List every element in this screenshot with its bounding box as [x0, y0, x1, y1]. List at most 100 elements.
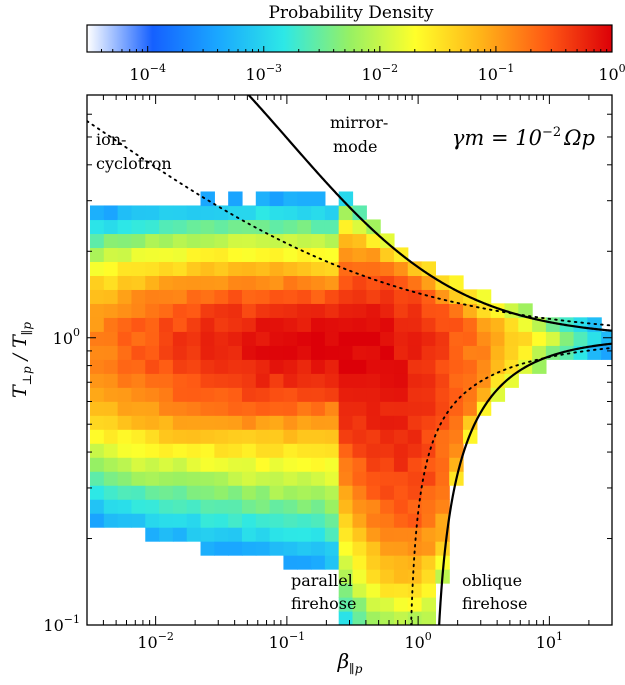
heatmap-cell [421, 331, 436, 346]
heatmap-cell [393, 303, 409, 318]
heatmap-cell [324, 261, 340, 276]
heatmap-cell [269, 205, 285, 221]
heatmap-cell [366, 247, 381, 263]
heatmap-cell [311, 233, 326, 249]
heatmap-cell [90, 317, 105, 332]
heatmap-cell [255, 387, 271, 402]
heatmap-cell [200, 471, 215, 486]
svg-text:oblique: oblique [462, 571, 522, 590]
heatmap-cell [103, 359, 119, 374]
region-label-ion-cyclotron: ion- cyclotron [96, 130, 172, 173]
heatmap-cell [269, 429, 285, 444]
heatmap-cell [145, 317, 160, 332]
heatmap-cell [172, 303, 188, 318]
heatmap-cell [573, 317, 588, 332]
heatmap-cell [214, 513, 229, 528]
heatmap-cell [311, 191, 326, 207]
heatmap-cell [255, 457, 271, 472]
heatmap-cell [228, 219, 243, 235]
heatmap-cell [545, 331, 561, 346]
heatmap-cell [407, 345, 423, 360]
heatmap-cell [103, 387, 119, 402]
heatmap-cell [159, 247, 174, 263]
heatmap-cell [421, 569, 436, 584]
heatmap-cell [241, 415, 257, 430]
heatmap-cell [393, 275, 409, 290]
heatmap-cell [159, 275, 174, 290]
heatmap-cell [131, 289, 146, 304]
heatmap-cell [186, 513, 202, 528]
heatmap-cell [380, 233, 395, 249]
heatmap-cell [490, 345, 506, 360]
heatmap-cell [103, 247, 119, 263]
heatmap-cell [380, 289, 395, 304]
heatmap-cell [131, 331, 146, 346]
heatmap-cell [366, 429, 381, 444]
heatmap-cell [131, 247, 146, 263]
heatmap-cell [366, 373, 381, 388]
heatmap-cell [172, 317, 188, 332]
heatmap-cell [269, 373, 285, 388]
heatmap-cell [241, 289, 257, 304]
heatmap-cell [297, 415, 312, 430]
heatmap-cell [214, 499, 229, 514]
heatmap-cell [324, 527, 340, 542]
heatmap-cell [366, 597, 381, 612]
heatmap-cell [159, 233, 174, 249]
heatmap-cell [421, 359, 436, 374]
heatmap-cell [159, 359, 174, 374]
heatmap-cell [90, 205, 105, 221]
heatmap-cell [366, 233, 381, 249]
heatmap-cell [200, 247, 215, 263]
heatmap-cell [131, 485, 146, 500]
heatmap-cell [421, 583, 436, 598]
heatmap-cell [393, 401, 409, 416]
heatmap-cell [255, 373, 271, 388]
heatmap-cell [338, 429, 354, 444]
heatmap-cell [352, 597, 367, 612]
heatmap-cell [338, 415, 354, 430]
heatmap-cell [587, 331, 602, 346]
heatmap-cell [103, 317, 119, 332]
heatmap-cell [283, 485, 298, 500]
heatmap-cell [103, 219, 119, 235]
heatmap-cell [297, 359, 312, 374]
heatmap-cell [338, 191, 354, 207]
heatmap-cell [449, 373, 464, 388]
heatmap-cell [366, 443, 381, 458]
heatmap-cell [324, 443, 340, 458]
heatmap-cell [366, 569, 381, 584]
heatmap-cell [297, 247, 312, 263]
heatmap-cell [269, 359, 285, 374]
colorbar-tick-label: 10−4 [129, 62, 166, 84]
heatmap-cell [117, 359, 133, 374]
heatmap-cell [145, 373, 160, 388]
heatmap-cell [159, 261, 174, 276]
heatmap-cell [338, 597, 354, 612]
heatmap-cell [283, 289, 298, 304]
heatmap-cell [90, 373, 105, 388]
heatmap-cell [214, 541, 229, 556]
heatmap-cell [214, 457, 229, 472]
heatmap-cell [283, 401, 298, 416]
heatmap-cell [145, 303, 160, 318]
heatmap-cell [407, 569, 423, 584]
heatmap-cell [490, 317, 506, 332]
heatmap-cell [159, 317, 174, 332]
heatmap-cell [476, 331, 492, 346]
heatmap-cell [186, 289, 202, 304]
heatmap-cell [200, 331, 215, 346]
heatmap-cell [421, 275, 436, 290]
heatmap-cell [255, 247, 271, 263]
heatmap-cell [269, 191, 285, 207]
heatmap-cell [283, 191, 298, 207]
heatmap-cell [366, 583, 381, 598]
heatmap-cell [407, 387, 423, 402]
heatmap-cell [407, 373, 423, 388]
heatmap-cell [338, 583, 354, 598]
heatmap-cell [393, 415, 409, 430]
heatmap-cell [117, 275, 133, 290]
heatmap-cell [90, 415, 105, 430]
heatmap-cell [283, 233, 298, 249]
heatmap-cell [407, 401, 423, 416]
